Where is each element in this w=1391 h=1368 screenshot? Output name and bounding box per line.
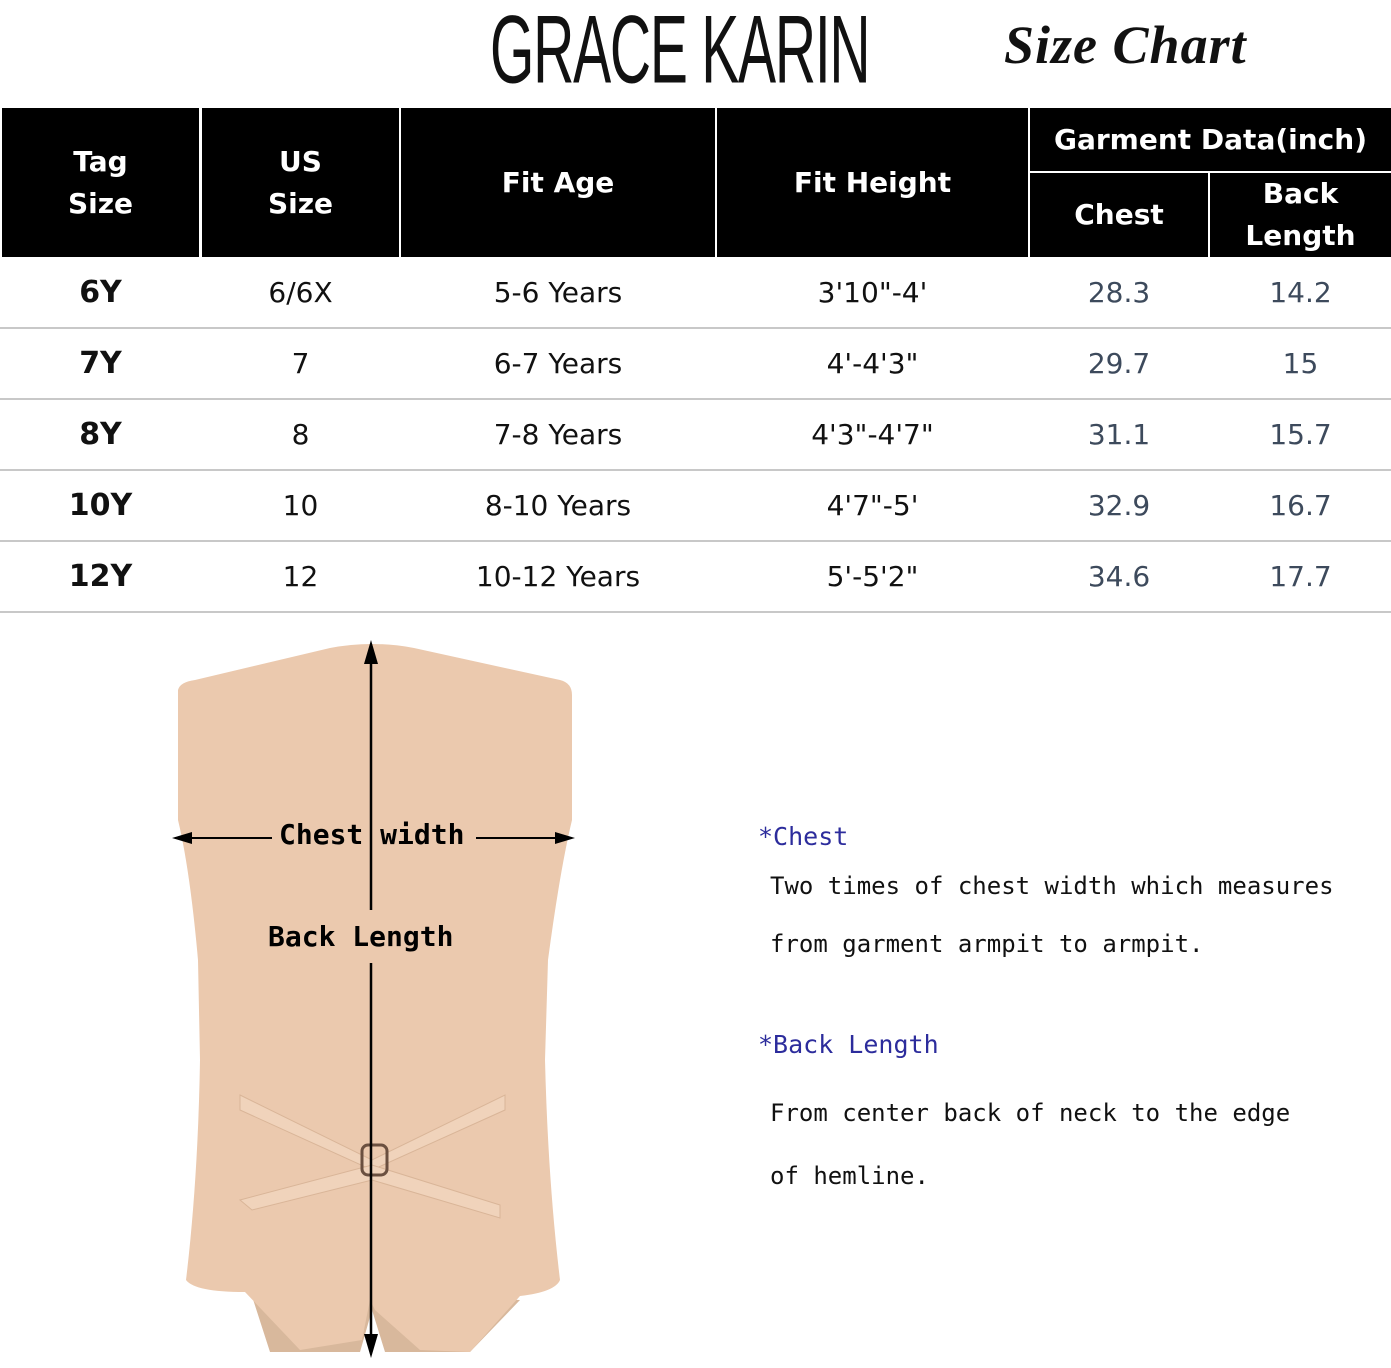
cell-chest: 31.1 (1087, 418, 1151, 451)
cell-age: 7-8 Years (493, 418, 623, 451)
brand-logo: GRACE KARIN (490, 0, 871, 103)
header-label: Fit Height (793, 165, 952, 199)
cell-us: 6/6X (268, 276, 333, 309)
back-length-note-line: From center back of neck to the edge (770, 1099, 1291, 1127)
cell-age: 8-10 Years (484, 489, 632, 522)
cell-age: 10-12 Years (475, 560, 641, 593)
cell-age: 5-6 Years (493, 276, 623, 309)
header-label: US Size (267, 144, 334, 220)
cell-tag: 10Y (68, 488, 133, 523)
header-label: Tag Size (67, 144, 134, 220)
header-label: Chest (1074, 198, 1164, 231)
cell-back: 15.7 (1269, 418, 1332, 451)
cell-age: 6-7 Years (493, 347, 623, 380)
cell-tag: 8Y (79, 417, 122, 452)
cell-height: 5'-5'2" (826, 560, 919, 593)
row-divider (0, 611, 1391, 613)
cell-tag: 6Y (79, 275, 122, 310)
page-title: Size Chart (1004, 15, 1247, 75)
cell-tag: 12Y (68, 559, 133, 594)
cell-us: 7 (291, 347, 310, 380)
cell-chest: 32.9 (1087, 489, 1151, 522)
vest-image (178, 644, 572, 1352)
header-label: Back Length (1245, 177, 1356, 252)
cell-tag: 7Y (79, 346, 122, 381)
cell-us: 12 (282, 560, 319, 593)
cell-height: 4'3"-4'7" (811, 418, 934, 451)
header-fit-height: Fit Height (717, 108, 1028, 257)
cell-chest: 29.7 (1087, 347, 1151, 380)
chest-note-title: *Chest (758, 822, 849, 851)
cell-us: 10 (282, 489, 319, 522)
row-divider (0, 398, 1391, 400)
chest-note-line: Two times of chest width which measures (770, 872, 1334, 900)
header-chest: Chest (1030, 173, 1208, 257)
buckle-icon (360, 1143, 389, 1177)
row-divider (0, 469, 1391, 471)
chest-note-line: from garment armpit to armpit. (770, 930, 1204, 958)
cell-back: 15 (1282, 347, 1319, 380)
cell-us: 8 (291, 418, 310, 451)
cell-chest: 28.3 (1087, 276, 1151, 309)
header-us-size: US Size (202, 108, 399, 257)
back-length-note-title: *Back Length (758, 1030, 939, 1059)
cell-height: 4'7"-5' (826, 489, 919, 522)
header-back-length: Back Length (1210, 173, 1391, 257)
cell-height: 3'10"-4' (817, 276, 928, 309)
brand-text: GRACE KARIN (490, 0, 871, 104)
header-garment-data: Garment Data(inch) (1030, 108, 1391, 171)
back-length-note-line: of hemline. (770, 1162, 929, 1190)
cell-height: 4'-4'3" (826, 347, 919, 380)
chest-width-label: Chest width (279, 818, 465, 851)
cell-back: 14.2 (1269, 276, 1332, 309)
back-length-label: Back Length (268, 920, 454, 953)
row-divider (0, 540, 1391, 542)
cell-chest: 34.6 (1087, 560, 1151, 593)
header-fit-age: Fit Age (401, 108, 715, 257)
header-label: Fit Age (501, 165, 615, 199)
header-label: Garment Data(inch) (1054, 122, 1367, 156)
cell-back: 17.7 (1269, 560, 1332, 593)
cell-back: 16.7 (1269, 489, 1332, 522)
row-divider (0, 327, 1391, 329)
header-tag-size: Tag Size (2, 108, 199, 257)
